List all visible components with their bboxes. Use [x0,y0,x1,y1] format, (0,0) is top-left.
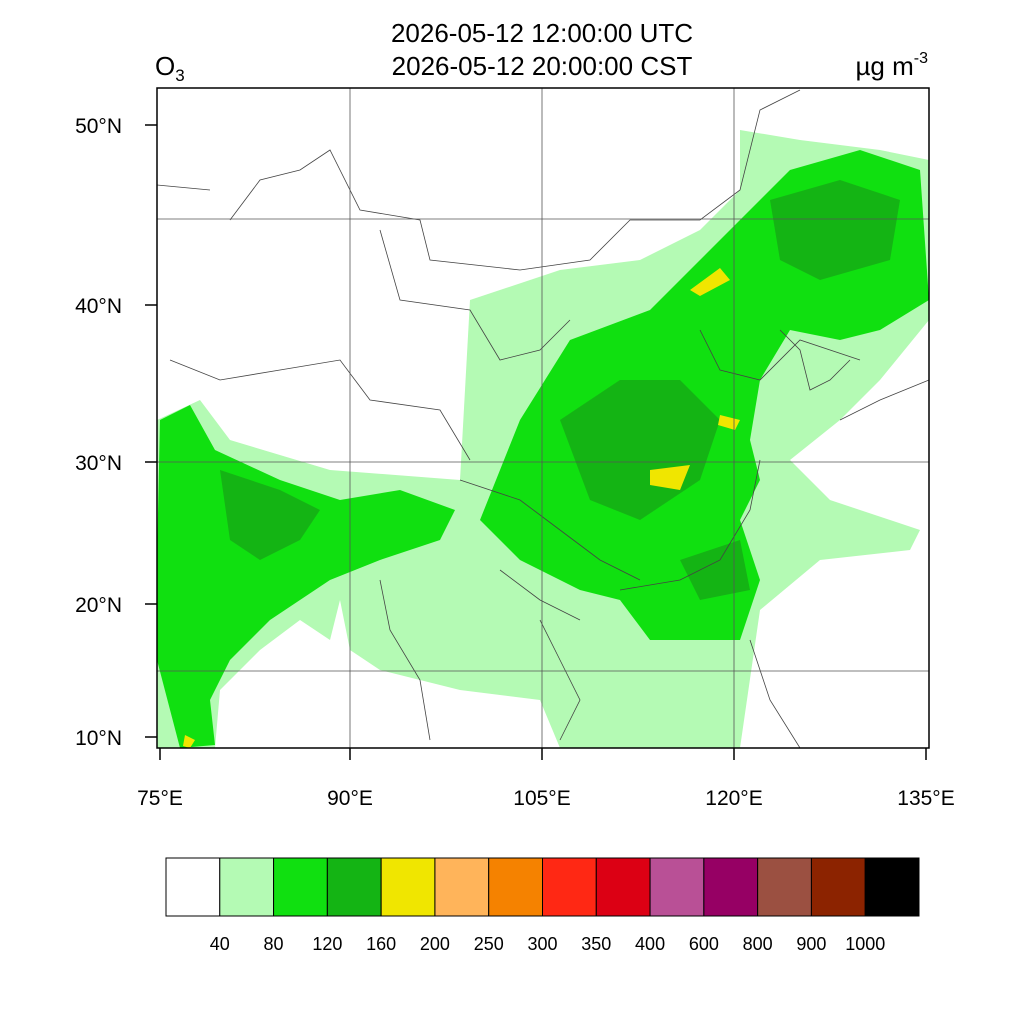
lat-tick-label: 30°N [75,452,122,475]
grid [157,88,929,748]
units-label: µg m-3 [855,50,928,81]
colorbar-label: 40 [210,934,230,954]
colorbar-box [380,857,436,917]
title-line: 2026-05-12 12:00:00 UTC [391,18,693,48]
colorbar-box [810,857,866,917]
colorbar-box [165,857,221,917]
lon-tick-label: 75°E [137,787,183,810]
colorbar-box [649,857,705,917]
colorbar-box [273,857,328,917]
colorbar-box [757,857,812,917]
colorbar-box [864,857,920,917]
colorbar-label: 120 [312,934,342,954]
units-base: µg m [855,51,913,81]
map-field [157,89,929,748]
colorbar-box [595,857,651,917]
colorbar-label: 800 [743,934,773,954]
country-border [157,89,861,621]
titles: 2026-05-12 12:00:00 UTC 2026-05-12 20:00… [155,18,928,85]
variable-subscript: 3 [175,66,184,85]
colorbar-box [434,857,490,917]
lat-tick-label: 20°N [75,594,122,617]
lon-tick-label: 105°E [513,787,570,810]
lat-tick-label: 40°N [75,295,122,318]
axis-ticks: 75°E 90°E 105°E 120°E 135°E 50°N 40°N 30°N 20°N 1… [75,115,955,810]
colorbar: 40 80 120 160 200 250 300 350 400 600 800 900 1000 [165,857,920,954]
colorbar-label: 600 [689,934,719,954]
coastline [379,329,929,748]
lon-tick-label: 120°E [705,787,762,810]
title-line: 2026-05-12 20:00:00 CST [392,51,693,81]
colorbar-label: 200 [420,934,450,954]
lat-tick-label: 10°N [75,727,122,750]
colorbar-label: 80 [264,934,284,954]
colorbar-label: 300 [527,934,557,954]
colorbar-label: 900 [796,934,826,954]
lat-tick-label: 50°N [75,115,122,138]
colorbar-box [488,857,544,917]
variable-name: O [155,51,175,81]
colorbar-label: 250 [474,934,504,954]
colorbar-box [219,857,275,917]
colorbar-box [326,857,382,917]
colorbar-label: 400 [635,934,665,954]
lon-tick-label: 135°E [897,787,954,810]
map-frame [156,87,930,749]
field-160 [220,180,900,600]
colorbar-label: 160 [366,934,396,954]
colorbar-box [703,857,759,917]
lon-tick-label: 90°E [327,787,373,810]
units-exponent: -3 [914,50,928,67]
colorbar-label: 350 [581,934,611,954]
colorbar-box [542,857,597,917]
colorbar-label: 1000 [845,934,885,954]
variable-label: O3 [155,51,185,85]
